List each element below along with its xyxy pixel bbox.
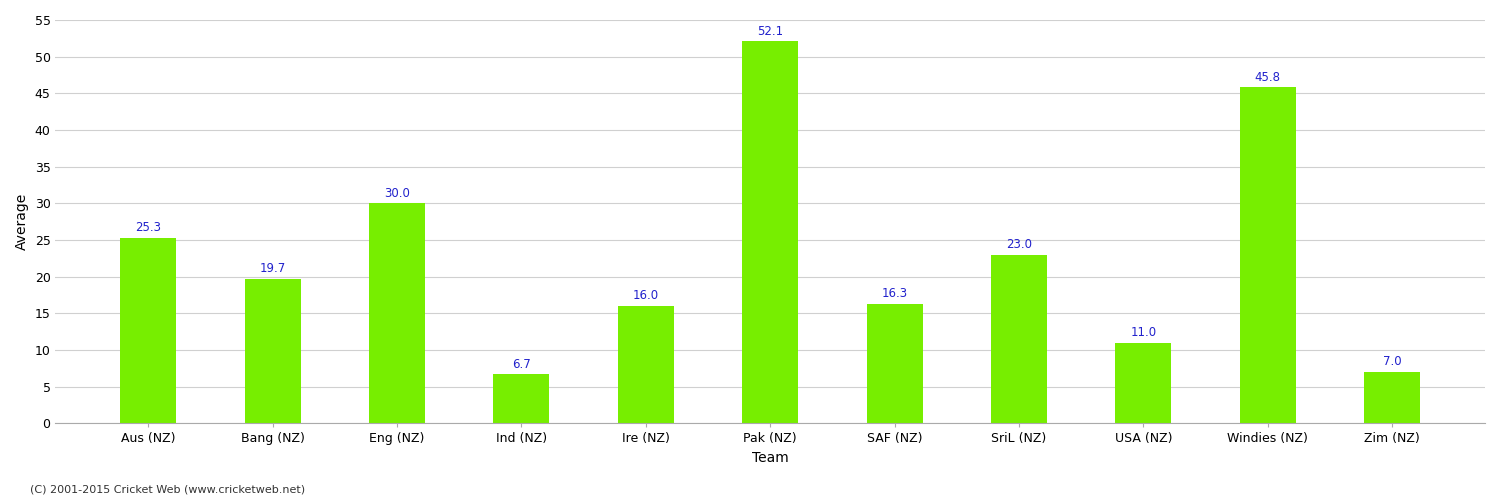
Bar	[494, 374, 549, 424]
Text: 16.0: 16.0	[633, 290, 658, 302]
Text: 11.0: 11.0	[1130, 326, 1156, 339]
Bar	[1116, 342, 1172, 423]
Bar	[867, 304, 922, 424]
Text: 25.3: 25.3	[135, 221, 162, 234]
Bar	[618, 306, 674, 424]
Y-axis label: Average: Average	[15, 193, 28, 250]
Text: 45.8: 45.8	[1254, 71, 1281, 84]
Text: 19.7: 19.7	[260, 262, 286, 276]
X-axis label: Team: Team	[752, 451, 789, 465]
Text: (C) 2001-2015 Cricket Web (www.cricketweb.net): (C) 2001-2015 Cricket Web (www.cricketwe…	[30, 485, 305, 495]
Bar	[369, 204, 424, 424]
Bar	[120, 238, 177, 424]
Bar	[1364, 372, 1420, 424]
Text: 7.0: 7.0	[1383, 356, 1401, 368]
Bar	[742, 42, 798, 424]
Text: 6.7: 6.7	[512, 358, 531, 370]
Bar	[992, 254, 1047, 424]
Bar	[1239, 88, 1296, 423]
Text: 52.1: 52.1	[758, 24, 783, 38]
Text: 23.0: 23.0	[1007, 238, 1032, 251]
Text: 30.0: 30.0	[384, 186, 410, 200]
Text: 16.3: 16.3	[882, 287, 908, 300]
Bar	[244, 279, 300, 424]
